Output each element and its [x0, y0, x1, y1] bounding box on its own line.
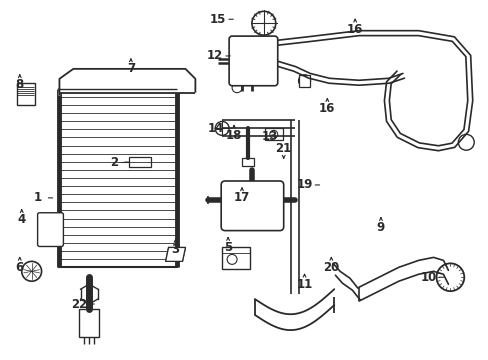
Text: 7: 7: [126, 62, 135, 75]
Bar: [17, 83, 35, 105]
Text: 20: 20: [323, 261, 339, 274]
FancyBboxPatch shape: [229, 36, 277, 86]
Text: 21: 21: [275, 142, 291, 155]
Bar: [60, 89, 176, 267]
Text: 19: 19: [296, 179, 312, 192]
Bar: [264, 129, 282, 140]
Text: 6: 6: [16, 261, 24, 274]
Text: 8: 8: [16, 78, 24, 91]
Text: 5: 5: [224, 241, 232, 254]
Text: 2: 2: [110, 156, 118, 168]
Bar: [298, 75, 310, 87]
Text: 11: 11: [296, 278, 312, 291]
Text: 17: 17: [233, 192, 250, 204]
Text: 4: 4: [18, 213, 26, 226]
Text: 1: 1: [34, 192, 41, 204]
Text: 3: 3: [171, 243, 179, 256]
Text: 16: 16: [319, 102, 335, 115]
FancyBboxPatch shape: [221, 181, 283, 231]
Text: 13: 13: [261, 130, 277, 143]
Polygon shape: [165, 247, 185, 261]
Bar: [129, 157, 150, 167]
Text: 9: 9: [376, 221, 384, 234]
Text: 10: 10: [420, 271, 436, 284]
Bar: [222, 247, 249, 269]
Text: 15: 15: [209, 13, 226, 26]
FancyBboxPatch shape: [38, 213, 63, 247]
Text: 18: 18: [225, 129, 242, 142]
Bar: [242, 158, 253, 166]
Bar: [79, 309, 99, 337]
Polygon shape: [60, 69, 195, 96]
Text: 16: 16: [346, 23, 363, 36]
Text: 12: 12: [207, 49, 223, 63]
Text: 14: 14: [207, 122, 224, 135]
Text: 22: 22: [71, 297, 87, 311]
